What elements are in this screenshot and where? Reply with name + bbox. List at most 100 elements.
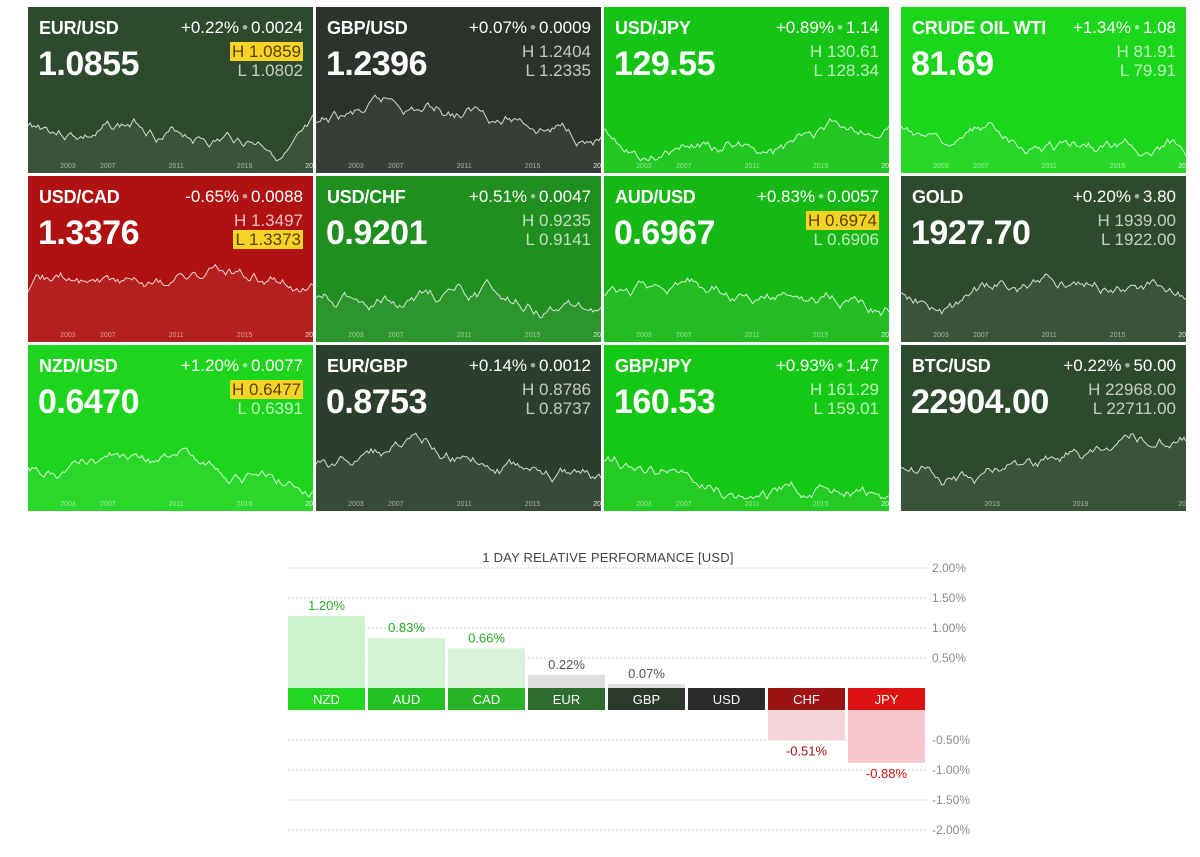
tile-aud-usd[interactable]: AUD/USD +0.83% • 0.0057 0.6967 H 0.6974 L 0.69… bbox=[604, 176, 889, 342]
tile-change-abs: 0.0077 bbox=[251, 356, 303, 375]
tile-change: +0.14% • 0.0012 bbox=[469, 356, 591, 376]
tile-high: H 0.9235 bbox=[522, 211, 591, 230]
tile-low: L 1.2335 bbox=[525, 61, 591, 80]
tile-change-abs: 0.0009 bbox=[539, 18, 591, 37]
category-label: AUD bbox=[393, 692, 420, 707]
tile-high-low: H 1939.00 L 1922.00 bbox=[1098, 211, 1176, 249]
separator-dot: • bbox=[530, 187, 536, 206]
year-tick: 20 bbox=[1178, 501, 1186, 508]
tile-low: L 0.8737 bbox=[525, 399, 591, 418]
year-tick: 2007 bbox=[388, 163, 404, 170]
year-tick: 2019 bbox=[1178, 332, 1186, 339]
year-tick: 2019 bbox=[881, 163, 889, 170]
tile-price: 0.6967 bbox=[614, 214, 716, 252]
year-tick: 2015 bbox=[524, 501, 541, 508]
value-label: -0.51% bbox=[786, 744, 828, 759]
tile-price: 1.3376 bbox=[38, 214, 140, 252]
year-tick: 2007 bbox=[100, 332, 116, 339]
tile-nzd-usd[interactable]: NZD/USD +1.20% • 0.0077 0.6470 H 0.6477 L 0.63… bbox=[28, 345, 313, 511]
tile-usd-cad[interactable]: USD/CAD -0.65% • 0.0088 1.3376 H 1.3497 L 1.33… bbox=[28, 176, 313, 342]
year-tick: 20 bbox=[1178, 163, 1186, 170]
tile-change: +0.20% • 3.80 bbox=[1073, 187, 1176, 207]
category-label: NZD bbox=[313, 692, 340, 707]
year-tick: 2007 bbox=[973, 332, 989, 339]
tile-symbol: CRUDE OIL WTI bbox=[912, 18, 1047, 38]
tile-sparkline bbox=[316, 94, 601, 173]
y-tick-label: -0.50% bbox=[932, 733, 970, 747]
tile-gbp-jpy[interactable]: GBP/JPY +0.93% • 1.47 160.53 H 161.29 L 159.01… bbox=[604, 345, 889, 511]
tile-change-pct: +0.14% bbox=[468, 356, 528, 375]
category-band-gbp bbox=[608, 688, 685, 710]
tile-gbp-usd[interactable]: GBP/USD +0.07% • 0.0009 1.2396 H 1.2404 L 1.23… bbox=[316, 7, 601, 173]
year-tick: 20 bbox=[305, 501, 313, 508]
year-tick: 2003 bbox=[60, 501, 76, 508]
year-tick: 2003 bbox=[348, 332, 364, 339]
tile-high-low: H 0.9235 L 0.9141 bbox=[522, 211, 591, 249]
tile-symbol: AUD/USD bbox=[615, 187, 696, 207]
tile-year-axis: 2015 2019 20 bbox=[901, 501, 1186, 510]
tile-eur-usd[interactable]: EUR/USD +0.22% • 0.0024 1.0855 H 1.0859 L 1.08… bbox=[28, 7, 313, 173]
year-tick: 2011 bbox=[456, 163, 472, 170]
tile-price: 129.55 bbox=[614, 45, 716, 83]
tile-usd-jpy[interactable]: USD/JPY +0.89% • 1.14 129.55 H 130.61 L 128.34… bbox=[604, 7, 889, 173]
value-label: 0.07% bbox=[628, 666, 665, 681]
year-tick: 2003 bbox=[348, 501, 364, 508]
year-tick: 2015 bbox=[236, 332, 253, 339]
tile-high: H 130.61 bbox=[810, 42, 879, 61]
tile-sparkline bbox=[901, 273, 1186, 342]
tile-change-abs: 0.0088 bbox=[251, 187, 303, 206]
year-tick: 2011 bbox=[1041, 163, 1057, 170]
value-label: 0.66% bbox=[468, 630, 505, 645]
tile-usd-chf[interactable]: USD/CHF +0.51% • 0.0047 0.9201 H 0.9235 L 0.91… bbox=[316, 176, 601, 342]
separator-dot: • bbox=[818, 187, 824, 206]
year-tick: 2019 bbox=[881, 501, 889, 508]
tile-low: L 0.6906 bbox=[813, 230, 879, 249]
category-band-eur bbox=[528, 688, 605, 710]
year-tick: 2019 bbox=[305, 163, 313, 170]
bar-jpy bbox=[848, 710, 925, 763]
tile-price: 22904.00 bbox=[911, 383, 1049, 421]
tile-high: H 0.6477 bbox=[230, 380, 303, 399]
year-tick: 2011 bbox=[744, 163, 760, 170]
year-tick: 2015 bbox=[812, 501, 829, 508]
tile-btc-usd[interactable]: BTC/USD +0.22% • 50.00 22904.00 H 22968.00 L 2… bbox=[901, 345, 1186, 511]
tile-sparkline bbox=[316, 432, 601, 511]
separator-dot: • bbox=[242, 18, 248, 37]
tile-high: H 22968.00 bbox=[1088, 380, 1176, 399]
tile-change-abs: 3.80 bbox=[1142, 187, 1176, 206]
separator-dot: • bbox=[1133, 187, 1140, 206]
tile-low: L 1.0802 bbox=[237, 61, 303, 80]
tile-change-pct: +0.07% bbox=[468, 18, 528, 37]
tile-change: +0.89% • 1.14 bbox=[776, 18, 879, 38]
year-tick: 2007 bbox=[676, 332, 692, 339]
y-tick-label: -1.50% bbox=[932, 793, 970, 807]
year-tick: 2003 bbox=[636, 501, 652, 508]
tile-sparkline bbox=[28, 263, 313, 342]
tile-high: H 161.29 bbox=[810, 380, 879, 399]
tile-high: H 1.3497 bbox=[234, 211, 303, 230]
year-tick: 2007 bbox=[388, 501, 404, 508]
tile-gold[interactable]: GOLD +0.20% • 3.80 1927.70 H 1939.00 L 1922.00… bbox=[901, 176, 1186, 342]
year-tick: 2011 bbox=[1041, 332, 1057, 339]
year-tick: 2015 bbox=[524, 163, 541, 170]
tile-eur-gbp[interactable]: EUR/GBP +0.14% • 0.0012 0.8753 H 0.8786 L 0.87… bbox=[316, 345, 601, 511]
tile-price: 160.53 bbox=[614, 383, 716, 421]
tile-high-low: H 22968.00 L 22711.00 bbox=[1088, 380, 1176, 418]
tile-low: L 1922.00 bbox=[1101, 230, 1176, 249]
bar-aud bbox=[368, 638, 445, 688]
tile-change-pct: +0.22% bbox=[1063, 356, 1122, 375]
tile-high-low: H 0.6974 L 0.6906 bbox=[806, 211, 879, 249]
tile-crude-oil-wti[interactable]: CRUDE OIL WTI +1.34% • 1.08 81.69 H 81.91 L 79… bbox=[901, 7, 1186, 173]
year-tick: 2003 bbox=[636, 332, 652, 339]
category-band-usd bbox=[688, 688, 765, 710]
tile-high-low: H 0.6477 L 0.6391 bbox=[230, 380, 303, 418]
year-tick: 2003 bbox=[348, 163, 364, 170]
tile-change: +0.22% • 50.00 bbox=[1063, 356, 1176, 376]
year-tick: 2015 bbox=[812, 332, 829, 339]
tile-change-pct: +0.51% bbox=[468, 187, 528, 206]
tile-price: 0.9201 bbox=[326, 214, 428, 252]
year-tick: 20 bbox=[593, 163, 601, 170]
category-label: JPY bbox=[875, 692, 899, 707]
